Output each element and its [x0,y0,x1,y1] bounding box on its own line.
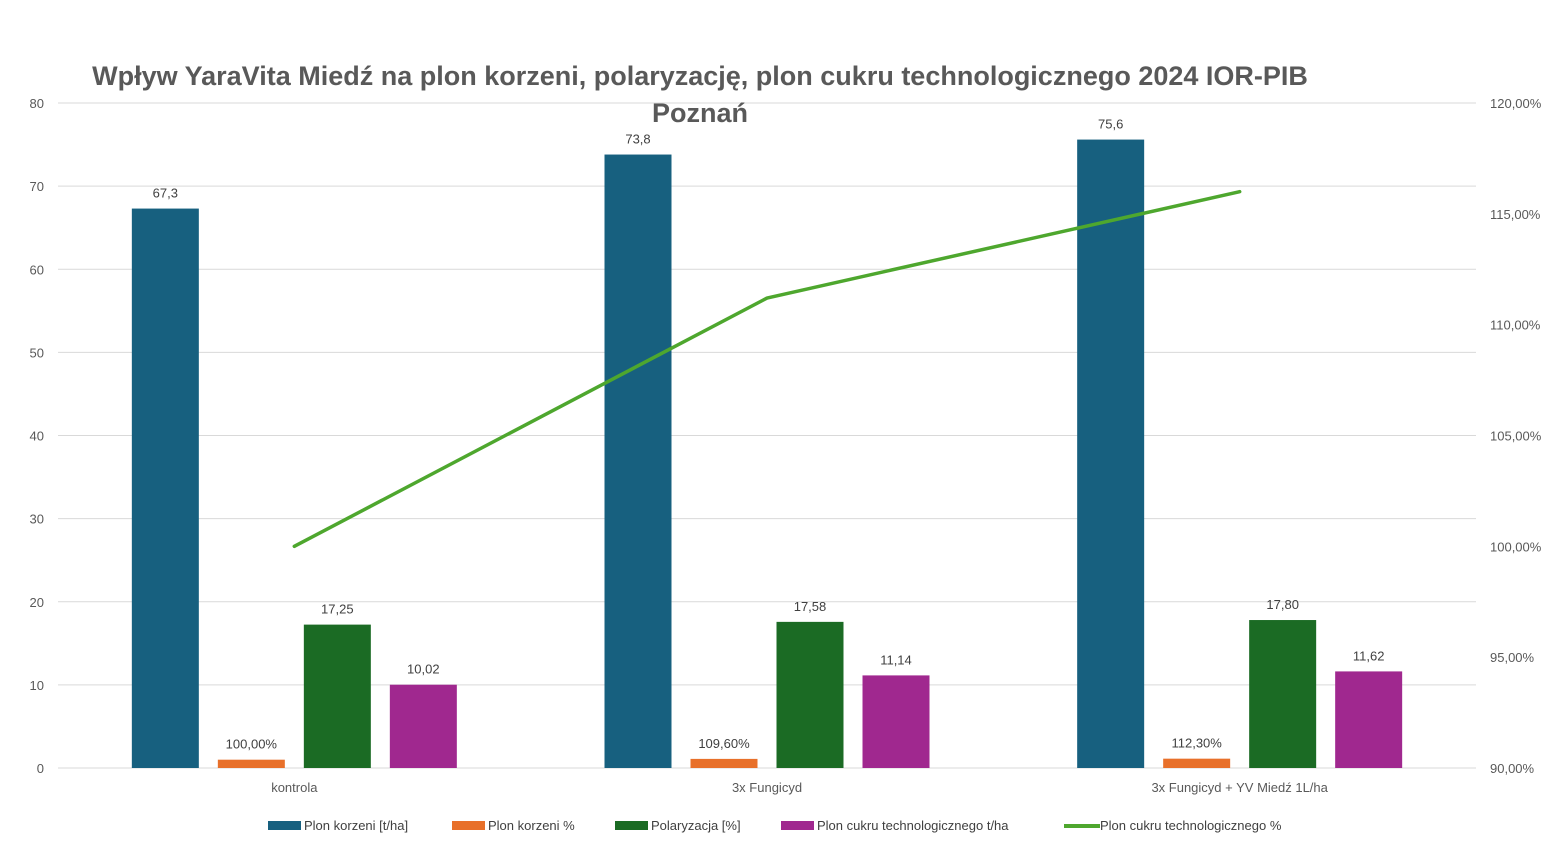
bar-plon-korzeni-1 [690,758,758,768]
y-left-tick-label: 30 [30,512,44,527]
legend-item-polaryzacja: Polaryzacja [%] [615,818,741,833]
legend-line-plon-cukru-pct [1064,823,1100,828]
bar-polaryzacja-0 [303,624,371,768]
bar-plon-cukru-technologicznego-t-ha-2 [1335,671,1403,768]
data-label: 112,30% [1171,736,1222,751]
data-label: 100,00% [226,737,278,752]
data-label: 109,60% [698,736,750,751]
data-label: 10,02 [407,662,440,677]
legend-label-polaryzacja: Polaryzacja [%] [651,818,741,833]
y-right-tick-label: 95,00% [1490,650,1535,665]
bar-plon-korzeni-2 [1163,758,1231,768]
y-right-tick-label: 100,00% [1490,539,1542,554]
y-left-tick-label: 80 [30,96,44,111]
y-left-tick-label: 50 [30,345,44,360]
bar-plon-cukru-technologicznego-t-ha-0 [389,684,457,768]
line-point [765,296,769,300]
line-point [1238,190,1242,194]
legend-item-plon-korzeni: Plon korzeni [t/ha] [268,818,408,833]
legend-label-plon-korzeni-pct: Plon korzeni % [488,818,575,833]
data-label: 17,80 [1266,597,1299,612]
legend-item-plon-cukru-pct: Plon cukru technologicznego % [1064,818,1281,833]
line-point [292,544,296,548]
bar-plon-korzeni-t-ha-0 [131,208,199,769]
y-left-tick-label: 10 [30,678,44,693]
legend-swatch-plon-cukru [781,821,814,830]
chart-legend: Plon korzeni [t/ha] Plon korzeni % Polar… [0,818,1559,840]
y-right-tick-label: 110,00% [1490,318,1541,333]
bar-plon-korzeni-t-ha-1 [604,154,672,769]
x-category-label: kontrola [271,780,318,795]
bar-polaryzacja-1 [776,621,844,768]
y-left-tick-label: 70 [30,179,44,194]
y-left-tick-label: 0 [37,761,44,776]
bar-plon-korzeni-t-ha-2 [1077,139,1145,768]
data-label: 73,8 [625,132,650,147]
legend-item-plon-cukru: Plon cukru technologicznego t/ha [781,818,1009,833]
legend-label-plon-cukru: Plon cukru technologicznego t/ha [817,818,1009,833]
y-right-tick-label: 120,00% [1490,96,1542,111]
bar-plon-korzeni-0 [217,759,285,768]
data-label: 17,58 [794,599,827,614]
bar-polaryzacja-2 [1249,620,1317,768]
legend-item-plon-korzeni-pct: Plon korzeni % [452,818,575,833]
data-label: 17,25 [321,602,354,617]
legend-swatch-plon-korzeni-pct [452,821,485,830]
legend-label-plon-korzeni: Plon korzeni [t/ha] [304,818,409,833]
legend-swatch-plon-korzeni [268,821,301,830]
y-left-tick-label: 40 [30,429,44,444]
legend-label-plon-cukru-pct: Plon cukru technologicznego % [1100,818,1282,833]
bar-plon-cukru-technologicznego-t-ha-1 [862,675,930,768]
y-right-tick-label: 90,00% [1490,761,1535,776]
y-left-tick-label: 20 [30,595,44,610]
data-label: 11,14 [880,652,912,667]
x-category-label: 3x Fungicyd + YV Miedź 1L/ha [1151,780,1328,795]
data-label: 75,6 [1098,117,1123,132]
y-right-tick-label: 115,00% [1490,207,1541,222]
data-label: 11,62 [1353,648,1385,663]
data-label: 67,3 [153,186,178,201]
y-right-tick-label: 105,00% [1490,429,1542,444]
legend-swatch-polaryzacja [615,821,648,830]
x-category-label: 3x Fungicyd [732,780,802,795]
chart-title: Wpływ YaraVita Miedź na plon korzeni, po… [92,61,1308,128]
y-left-tick-label: 60 [30,262,44,277]
